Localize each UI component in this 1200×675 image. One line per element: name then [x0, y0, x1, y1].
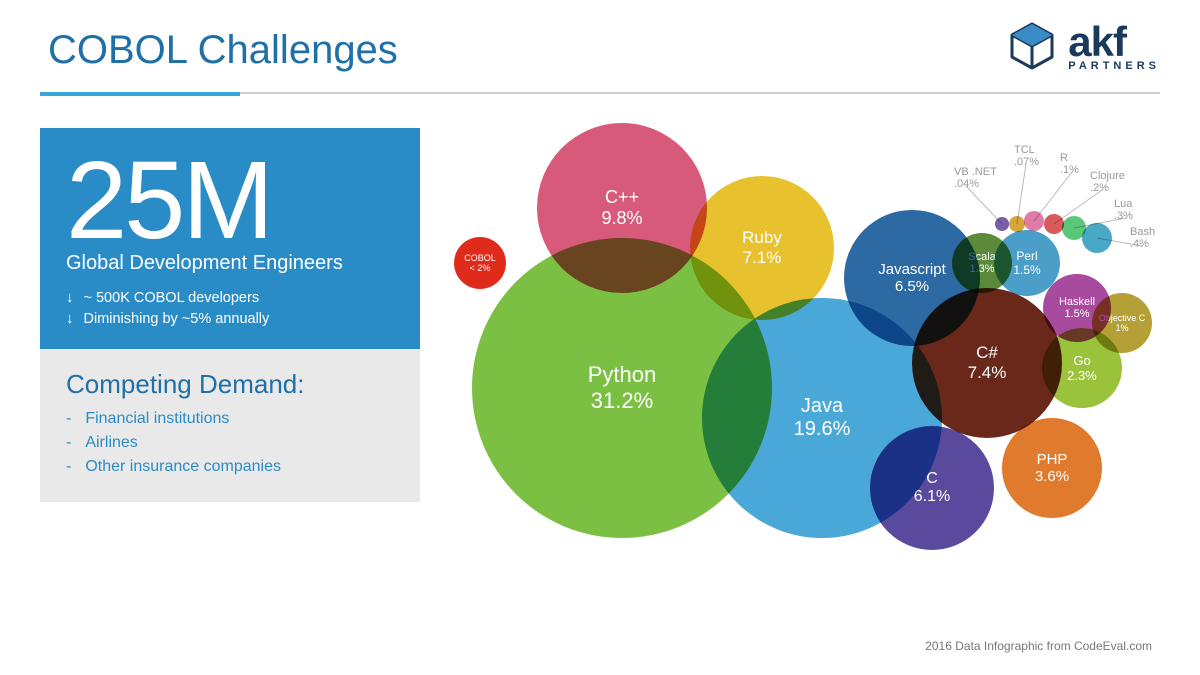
competing-title: Competing Demand:	[66, 369, 394, 400]
big-number: 25M	[66, 146, 394, 256]
callout-label: Lua	[1114, 198, 1133, 210]
bubble-label: Scala	[968, 251, 996, 263]
decline-item: ↓ Diminishing by ~5% annually	[66, 310, 394, 327]
bubble-label: Perl	[1016, 249, 1037, 263]
bubble-label: C++	[605, 187, 639, 208]
tiny-bubble	[995, 217, 1009, 231]
decline-text: ~ 500K COBOL developers	[84, 290, 260, 306]
arrow-down-icon: ↓	[66, 310, 74, 327]
bubble-label: Python	[588, 362, 657, 388]
bubble-label: C	[926, 470, 938, 488]
bubble-c-: C#7.4%	[912, 288, 1062, 438]
stats-panel: 25M Global Development Engineers ↓ ~ 500K…	[40, 128, 420, 502]
bubble-pct: 1%	[1115, 323, 1128, 333]
slide-title: COBOL Challenges	[48, 28, 398, 73]
tiny-bubble	[1082, 223, 1112, 253]
footer-source: 2016 Data Infographic from CodeEval.com	[925, 639, 1152, 653]
bubble-php: PHP3.6%	[1002, 418, 1102, 518]
callout-pct: .04%	[954, 178, 997, 190]
arrow-down-icon: ↓	[66, 289, 74, 306]
callout-lua: Lua.3%	[1114, 198, 1133, 222]
bubble-chart: Python31.2% C++9.8% Ruby7.1% Java19.6% Javas…	[442, 128, 1182, 598]
callout-r: R.1%	[1060, 152, 1079, 176]
bubble-label: COBOL	[464, 253, 496, 263]
stats-panel-top: 25M Global Development Engineers ↓ ~ 500K…	[40, 128, 420, 349]
decline-text: Diminishing by ~5% annually	[84, 311, 270, 327]
tiny-bubble	[1024, 211, 1044, 231]
bubble-cobol: COBOL< 2%	[454, 237, 506, 289]
bubble-pct: 19.6%	[794, 418, 851, 441]
bubble-pct: < 2%	[470, 263, 491, 273]
callout-pct: .07%	[1014, 156, 1039, 168]
bubble-label: Javascript	[878, 261, 946, 278]
callout-pct: .3%	[1114, 210, 1133, 222]
bubble-label: Java	[801, 395, 843, 418]
bubble-pct: 6.1%	[914, 488, 950, 506]
decline-item: ↓ ~ 500K COBOL developers	[66, 289, 394, 306]
callout-tcl: TCL.07%	[1014, 144, 1039, 168]
tiny-bubble	[1009, 216, 1025, 232]
bubble-scala: Scala1.3%	[952, 233, 1012, 293]
cube-icon	[1006, 20, 1058, 72]
bubble-label: PHP	[1037, 451, 1068, 468]
bubble-label: Ruby	[742, 228, 782, 248]
callout-label: VB .NET	[954, 166, 997, 178]
header-rule-accent	[40, 92, 240, 96]
competing-list: Financial institutions Airlines Other insu…	[66, 410, 394, 476]
callout-vb-net: VB .NET.04%	[954, 166, 997, 190]
decline-list: ↓ ~ 500K COBOL developers ↓ Diminishing by …	[66, 289, 394, 327]
callout-pct: .4%	[1130, 238, 1155, 250]
tiny-bubble	[1044, 214, 1064, 234]
competing-item: Financial institutions	[66, 410, 394, 428]
bubble-pct: 1.3%	[969, 263, 994, 275]
callout-pct: .2%	[1090, 182, 1125, 194]
callout-label: TCL	[1014, 144, 1039, 156]
bubble-pct: 1.5%	[1064, 308, 1089, 320]
logo-sub-text: PARTNERS	[1068, 61, 1160, 72]
callout-label: Clojure	[1090, 170, 1125, 182]
big-number-subtitle: Global Development Engineers	[66, 252, 394, 275]
callout-bash: Bash.4%	[1130, 226, 1155, 250]
bubble-pct: 7.1%	[743, 248, 782, 268]
logo-brand-text: akf	[1068, 21, 1160, 63]
bubble-pct: 9.8%	[601, 208, 642, 229]
bubble-pct: 6.5%	[895, 278, 929, 295]
callout-clojure: Clojure.2%	[1090, 170, 1125, 194]
bubble-label: Objective C	[1099, 313, 1146, 323]
bubble-c-: C++9.8%	[537, 123, 707, 293]
bubble-pct: 2.3%	[1067, 368, 1097, 383]
bubble-pct: 3.6%	[1035, 468, 1069, 485]
bubble-pct: 31.2%	[591, 388, 653, 414]
bubble-pct: 1.5%	[1013, 263, 1040, 277]
callout-label: Bash	[1130, 226, 1155, 238]
bubble-label: C#	[976, 343, 998, 363]
bubble-objective-c: Objective C1%	[1092, 293, 1152, 353]
competing-item: Airlines	[66, 434, 394, 452]
brand-logo: akf PARTNERS	[1006, 20, 1160, 72]
competing-panel: Competing Demand: Financial institutions…	[40, 349, 420, 502]
bubble-c: C6.1%	[870, 426, 994, 550]
bubble-label: Haskell	[1059, 296, 1095, 308]
competing-item: Other insurance companies	[66, 458, 394, 476]
callout-label: R	[1060, 152, 1079, 164]
callout-pct: .1%	[1060, 164, 1079, 176]
bubble-label: Go	[1073, 353, 1090, 368]
bubble-pct: 7.4%	[968, 363, 1007, 383]
